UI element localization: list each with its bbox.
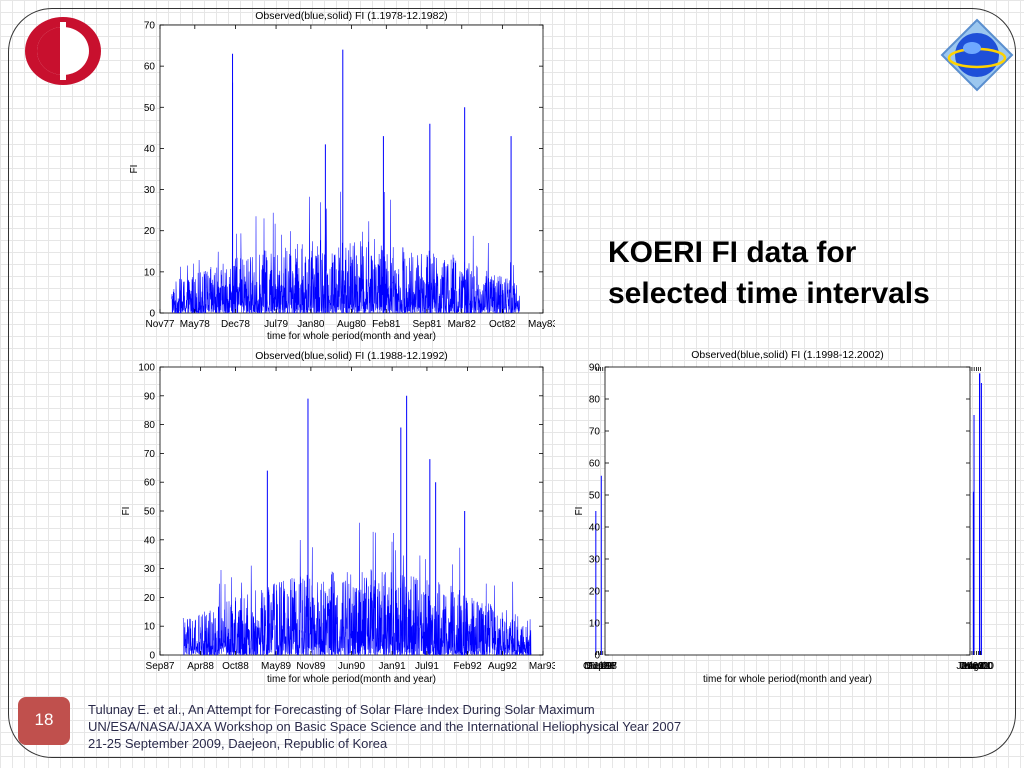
y-tick-label: 90 — [589, 363, 601, 374]
x-tick-label: Jul79 — [264, 319, 288, 330]
y-tick-label: 10 — [144, 267, 156, 278]
x-tick-label: May78 — [180, 319, 210, 330]
plot-area — [604, 366, 971, 656]
x-tick-label: Feb98 — [589, 661, 618, 672]
slide-headline: KOERI FI data for selected time interval… — [608, 232, 988, 314]
series-line-fi — [182, 522, 532, 656]
y-tick-label: 50 — [144, 103, 156, 114]
x-tick-label: Sep98 — [586, 661, 615, 672]
x-tick-label: Jan91 — [378, 661, 406, 672]
x-tick-label: Apr00 — [967, 661, 994, 672]
chart-title: Observed(blue,solid) FI (1.1988-12.1992) — [255, 350, 448, 362]
x-tick-label: Jan80 — [297, 319, 325, 330]
y-tick-label: 20 — [589, 587, 601, 598]
x-tick-label: Dec01 — [960, 661, 989, 672]
page-number: 18 — [34, 710, 54, 729]
series-line-fi — [171, 191, 520, 314]
y-tick-label: 60 — [589, 459, 601, 470]
x-tick-label: May89 — [261, 661, 291, 672]
x-tick-label: Nov89 — [296, 661, 325, 672]
x-tick-label: Jul02 — [960, 661, 984, 672]
y-tick-label: 80 — [144, 420, 156, 431]
x-tick-label: Sep87 — [146, 661, 175, 672]
y-axis-label: FI — [121, 507, 132, 516]
x-tick-label: Jan03 — [956, 661, 984, 672]
x-tick-label: Aug92 — [488, 661, 517, 672]
slide-frame — [8, 8, 1016, 758]
y-tick-label: 90 — [144, 391, 156, 402]
y-tick-label: 70 — [144, 449, 156, 460]
page-number-badge — [18, 697, 70, 745]
y-tick-label: 60 — [144, 478, 156, 489]
y-tick-label: 0 — [149, 309, 155, 320]
y-tick-label: 10 — [589, 619, 601, 630]
y-tick-label: 50 — [144, 507, 156, 518]
x-tick-label: Oct88 — [222, 661, 249, 672]
x-tick-label: Nov00 — [964, 661, 993, 672]
x-tick-label: Jul97 — [593, 661, 617, 672]
citation-line-3: 21-25 September 2009, Daejeon, Republic … — [88, 736, 388, 751]
chart-title: Observed(blue,solid) FI (1.1998-12.2002) — [691, 349, 884, 361]
x-tick-label: May83 — [528, 319, 555, 330]
x-axis-label: time for whole period(month and year) — [267, 674, 436, 685]
y-tick-label: 40 — [144, 144, 156, 155]
x-tick-label: Mar93 — [529, 661, 555, 672]
x-tick-label: Mar99 — [584, 661, 613, 672]
workshop-logo-icon — [940, 18, 1014, 92]
y-axis-label: FI — [574, 507, 585, 516]
y-tick-label: 50 — [589, 491, 601, 502]
headline-line-1: KOERI FI data for — [608, 236, 857, 269]
university-logo-icon — [25, 17, 101, 85]
citation-block: Tulunay E. et al., An Attempt for Foreca… — [88, 701, 681, 752]
citation-line-2: UN/ESA/NASA/JAXA Workshop on Basic Space… — [88, 719, 682, 734]
y-tick-label: 60 — [144, 62, 156, 73]
y-tick-label: 20 — [144, 226, 156, 237]
x-tick-label: Feb81 — [372, 319, 401, 330]
y-tick-label: 70 — [589, 427, 601, 438]
y-tick-label: 40 — [144, 535, 156, 546]
y-tick-label: 20 — [144, 593, 156, 604]
plot-area — [159, 366, 544, 656]
x-tick-label: Dec78 — [221, 319, 250, 330]
x-axis-label: time for whole period(month and year) — [703, 674, 872, 685]
y-tick-label: 70 — [144, 21, 156, 32]
citation-line-1: Tulunay E. et al., An Attempt for Foreca… — [88, 702, 595, 717]
y-tick-label: 0 — [149, 651, 155, 662]
y-tick-label: 40 — [589, 523, 601, 534]
y-tick-label: 30 — [144, 185, 156, 196]
x-tick-label: Oct82 — [489, 319, 516, 330]
x-tick-label: Jun90 — [338, 661, 366, 672]
x-tick-label: Mar82 — [448, 319, 477, 330]
y-tick-label: 30 — [144, 564, 156, 575]
fi-chart-1978-1982: 0 10 20 30 40 50 60 70 Nov77 May78 Dec78 Jul79 Jan80… — [129, 10, 555, 342]
y-tick-label: 0 — [594, 651, 600, 662]
y-tick-label: 80 — [589, 395, 601, 406]
x-tick-label: May01 — [961, 661, 991, 672]
x-tick-label: Nov77 — [146, 319, 175, 330]
y-tick-label: 100 — [138, 363, 155, 374]
fi-chart-1998-2002: 0102030405060708090Jul97Feb98Sep98Mar99O… — [574, 349, 994, 685]
y-tick-label: 10 — [144, 622, 156, 633]
x-tick-label: Aug80 — [337, 319, 366, 330]
x-axis-label: time for whole period(month and year) — [267, 331, 436, 342]
x-tick-label: Jul91 — [415, 661, 439, 672]
x-tick-label: Apr88 — [187, 661, 214, 672]
x-tick-label: Feb92 — [453, 661, 482, 672]
y-axis-label: FI — [129, 165, 140, 174]
chart-title: Observed(blue,solid) FI (1.1978-12.1982) — [255, 10, 448, 22]
headline-line-2: selected time intervals — [608, 277, 930, 310]
fi-chart-1988-1992: 0 10 20 30 40 50 60 70 80 90 100 Sep87 Apr88 Oct88 May… — [121, 350, 555, 685]
x-tick-label: Oct99 — [583, 661, 610, 672]
y-tick-label: 30 — [589, 555, 601, 566]
x-tick-label: Sep81 — [412, 319, 441, 330]
